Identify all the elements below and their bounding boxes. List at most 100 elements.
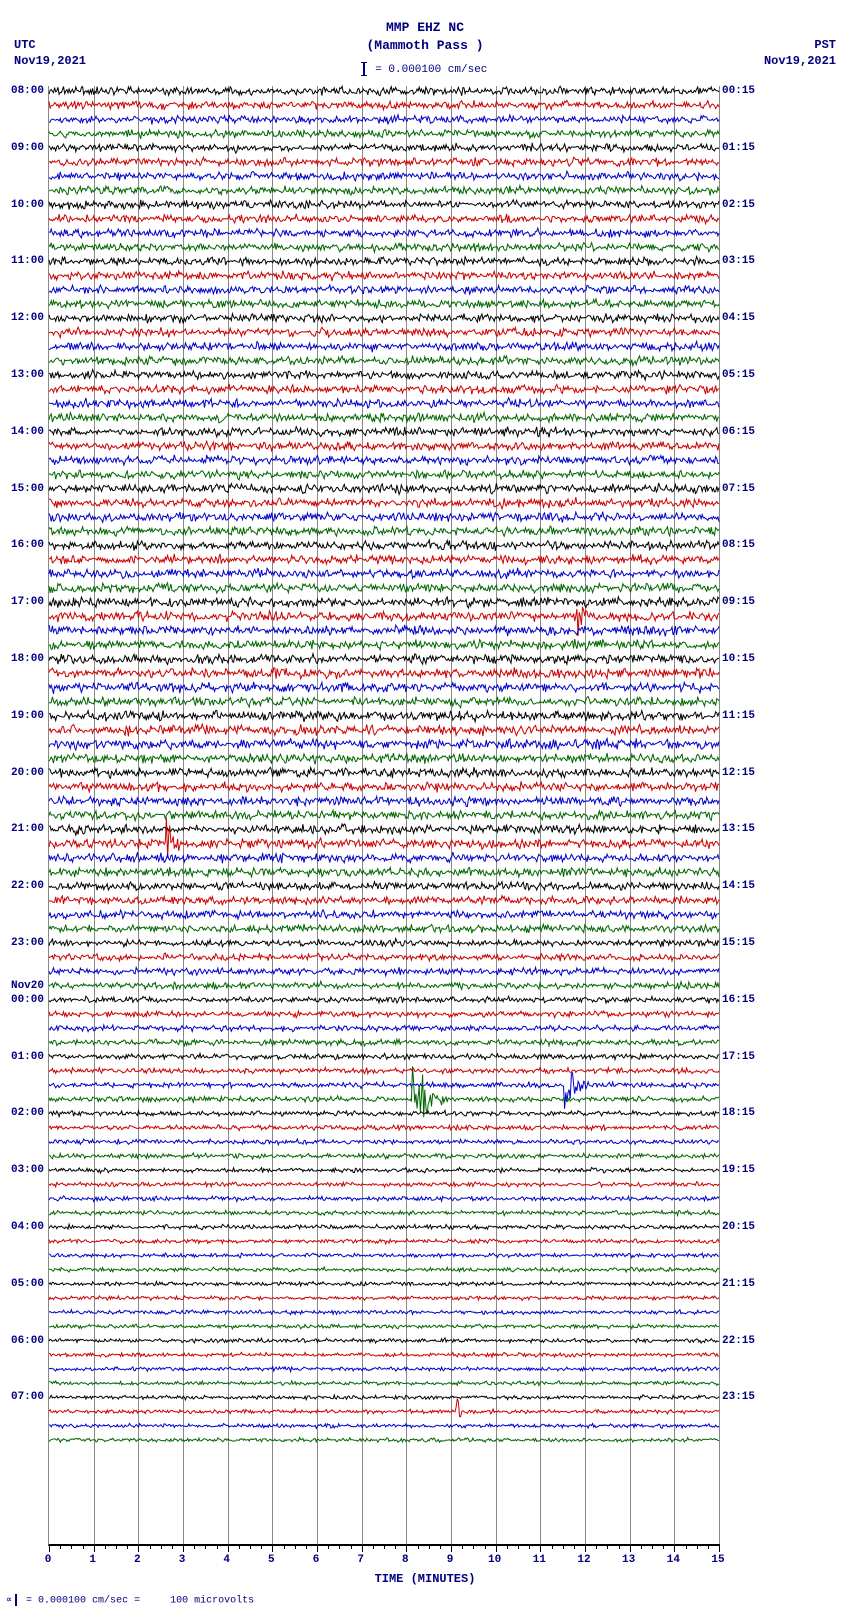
footer-legend: ∝ = 0.000100 cm/sec = 100 microvolts	[6, 1594, 254, 1607]
left-hour-label: 06:00	[4, 1335, 44, 1347]
x-tick-minor	[116, 1544, 117, 1549]
footer-text2: 100 microvolts	[170, 1596, 254, 1607]
right-hour-label: 08:15	[722, 539, 766, 551]
x-tick	[406, 1544, 407, 1552]
x-tick-minor	[485, 1544, 486, 1549]
x-tick-minor	[328, 1544, 329, 1549]
x-tick-label: 10	[488, 1554, 501, 1566]
x-tick	[719, 1544, 720, 1552]
right-hour-label: 04:15	[722, 312, 766, 324]
right-hour-label: 21:15	[722, 1278, 766, 1290]
x-tick-label: 14	[667, 1554, 680, 1566]
x-tick-minor	[239, 1544, 240, 1549]
x-tick-minor	[373, 1544, 374, 1549]
x-tick-minor	[339, 1544, 340, 1549]
x-tick	[540, 1544, 541, 1552]
x-tick	[317, 1544, 318, 1552]
x-tick-minor	[150, 1544, 151, 1549]
left-hour-label: 23:00	[4, 937, 44, 949]
left-hour-label: 03:00	[4, 1164, 44, 1176]
left-hour-label: 12:00	[4, 312, 44, 324]
right-hour-label: 07:15	[722, 483, 766, 495]
x-tick-label: 2	[134, 1554, 141, 1566]
x-tick-minor	[429, 1544, 430, 1549]
left-hour-label: 16:00	[4, 539, 44, 551]
right-hour-label: 01:15	[722, 142, 766, 154]
left-hour-label: 02:00	[4, 1107, 44, 1119]
x-tick-label: 11	[533, 1554, 546, 1566]
x-tick-label: 9	[447, 1554, 454, 1566]
x-tick-label: 13	[622, 1554, 635, 1566]
right-hour-label: 06:15	[722, 426, 766, 438]
scale-bar-icon	[363, 62, 365, 76]
x-tick-label: 15	[711, 1554, 724, 1566]
x-tick-minor	[563, 1544, 564, 1549]
x-tick-minor	[384, 1544, 385, 1549]
footer-text1: = 0.000100 cm/sec =	[26, 1596, 140, 1607]
left-hour-label: 05:00	[4, 1278, 44, 1290]
x-tick	[228, 1544, 229, 1552]
x-tick-minor	[663, 1544, 664, 1549]
left-hour-label: 07:00	[4, 1391, 44, 1403]
x-axis-title: TIME (MINUTES)	[0, 1572, 850, 1586]
left-hour-label: 15:00	[4, 483, 44, 495]
scale-legend: = 0.000100 cm/sec	[0, 62, 850, 76]
x-tick	[272, 1544, 273, 1552]
x-tick-minor	[250, 1544, 251, 1549]
right-hour-label: 00:15	[722, 85, 766, 97]
x-tick	[451, 1544, 452, 1552]
x-tick-minor	[518, 1544, 519, 1549]
x-tick-minor	[708, 1544, 709, 1549]
x-tick-minor	[395, 1544, 396, 1549]
x-tick	[585, 1544, 586, 1552]
tz-right-label: PST	[814, 38, 836, 52]
x-tick	[94, 1544, 95, 1552]
scale-text: = 0.000100 cm/sec	[375, 64, 487, 76]
x-tick-minor	[473, 1544, 474, 1549]
left-hour-label: 13:00	[4, 369, 44, 381]
right-hour-label: 23:15	[722, 1391, 766, 1403]
x-tick-minor	[619, 1544, 620, 1549]
left-hour-label: 00:00	[4, 994, 44, 1006]
x-tick-minor	[351, 1544, 352, 1549]
x-tick-minor	[440, 1544, 441, 1549]
right-hour-label: 05:15	[722, 369, 766, 381]
x-tick-minor	[60, 1544, 61, 1549]
station-subtitle: (Mammoth Pass )	[0, 38, 850, 53]
left-hour-label: 14:00	[4, 426, 44, 438]
left-hour-label: 04:00	[4, 1221, 44, 1233]
date-right-label: Nov19,2021	[764, 54, 836, 68]
x-tick-minor	[686, 1544, 687, 1549]
right-hour-label: 09:15	[722, 596, 766, 608]
x-tick	[183, 1544, 184, 1552]
x-tick-label: 8	[402, 1554, 409, 1566]
x-tick-minor	[71, 1544, 72, 1549]
x-tick-minor	[295, 1544, 296, 1549]
x-tick-minor	[127, 1544, 128, 1549]
left-hour-label: 01:00	[4, 1051, 44, 1063]
x-tick-minor	[607, 1544, 608, 1549]
left-hour-label: 17:00	[4, 596, 44, 608]
left-hour-label: 09:00	[4, 142, 44, 154]
x-tick-minor	[641, 1544, 642, 1549]
left-hour-label: 18:00	[4, 653, 44, 665]
x-tick-minor	[194, 1544, 195, 1549]
seismic-trace	[49, 86, 719, 87]
right-hour-label: 16:15	[722, 994, 766, 1006]
x-tick-minor	[205, 1544, 206, 1549]
x-tick-label: 1	[89, 1554, 96, 1566]
right-hour-label: 11:15	[722, 710, 766, 722]
seismogram-plot	[48, 86, 720, 1546]
x-tick-minor	[529, 1544, 530, 1549]
x-tick-minor	[552, 1544, 553, 1549]
x-tick-minor	[83, 1544, 84, 1549]
right-hour-label: 12:15	[722, 767, 766, 779]
right-hour-label: 14:15	[722, 880, 766, 892]
x-tick-minor	[161, 1544, 162, 1549]
x-tick-label: 3	[179, 1554, 186, 1566]
x-tick-label: 4	[223, 1554, 230, 1566]
x-tick-label: 12	[577, 1554, 590, 1566]
footer-bar-icon	[15, 1594, 17, 1606]
x-tick-label: 7	[357, 1554, 364, 1566]
right-hour-label: 17:15	[722, 1051, 766, 1063]
